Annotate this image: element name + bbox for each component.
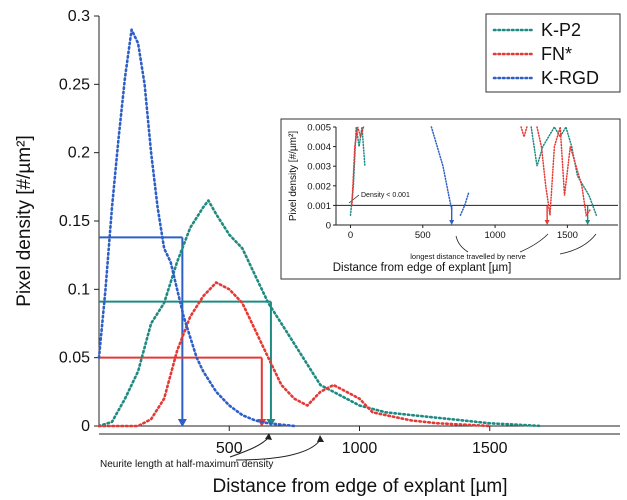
main-y-tick-label: 0.25 [59, 76, 90, 93]
inset-y-tick-label: 0.003 [307, 162, 331, 173]
inset-y-tick-label: 0 [326, 221, 331, 232]
main-y-tick-label: 0.05 [59, 350, 90, 367]
main-plot: 0 0.05 0.1 0.15 0.2 0.25 0.3 500 1000 1500 Dista… [14, 8, 620, 497]
inset-series-k-rgd-segment [430, 126, 453, 211]
inset-x-tick-label: 0 [348, 230, 353, 241]
inset-annotation: longest distance travelled by nerve [410, 252, 526, 261]
main-x-ticks: 500 1000 1500 [216, 426, 508, 457]
inset-y-tick-label: 0.005 [307, 123, 331, 134]
inset-annotation-arrow-left [455, 235, 469, 253]
main-series-lines [97, 28, 544, 428]
series-line-k-p2 [97, 199, 544, 428]
inset-threshold-arrow [348, 194, 360, 204]
inset-series-lines [349, 125, 598, 218]
annotation-arrowhead-2 [317, 435, 324, 442]
legend-label-k-p2: K-P2 [541, 20, 581, 40]
main-x-axis-label: Distance from edge of explant [µm] [212, 476, 507, 497]
inset-y-ticks: 0 0.001 0.002 0.003 0.004 0.005 [307, 123, 336, 232]
series-line-k-rgd [97, 28, 296, 428]
main-y-axis-label: Pixel density [#/µm²] [14, 135, 35, 306]
main-x-tick-label: 500 [216, 440, 243, 457]
main-x-tick-label: 1000 [342, 440, 378, 457]
inset-series-fn-segment [536, 126, 592, 218]
main-y-ticks: 0 0.05 0.1 0.15 0.2 0.25 0.3 [59, 8, 99, 435]
inset-y-tick-label: 0.001 [307, 201, 331, 212]
inset-x-ticks: 0 500 1000 1500 [348, 225, 578, 241]
inset-marker-arrow-k-rgd [449, 220, 455, 225]
inset-marker-arrow-k-p2 [585, 220, 591, 225]
annotation-arrow-2 [235, 439, 321, 461]
inset-annotation-arrow-mid [519, 233, 549, 253]
half-max-annotation: Neurite length at half-maximum density [100, 459, 273, 470]
main-y-tick-label: 0.3 [68, 8, 90, 25]
inset-x-tick-label: 500 [415, 230, 431, 241]
main-y-tick-label: 0.2 [68, 145, 90, 162]
inset-series-k-rgd-segment [459, 190, 470, 216]
inset-x-axis-label: Distance from edge of explant [µm] [333, 262, 512, 274]
main-y-tick-label: 0.15 [59, 213, 90, 230]
main-y-tick-label: 0 [81, 418, 90, 435]
annotation-arrowhead [265, 433, 272, 440]
inset-frame [280, 118, 621, 280]
main-x-tick-label: 1500 [472, 440, 508, 457]
inset-y-tick-label: 0.004 [307, 142, 331, 153]
inset-series-fn-segment [351, 126, 365, 207]
legend: K-P2 FN* K-RGD [485, 13, 621, 93]
inset-x-tick-label: 1500 [557, 230, 578, 241]
series-line-fn [97, 281, 492, 428]
legend-label-fn: FN* [541, 44, 572, 64]
inset-annotation-arrow-right [559, 233, 597, 255]
inset-markers [449, 205, 591, 225]
main-y-tick-label: 0.1 [68, 281, 90, 298]
inset-marker-arrow-fn [544, 220, 550, 225]
inset-x-tick-label: 1000 [485, 230, 506, 241]
inset-y-tick-label: 0.002 [307, 181, 331, 192]
legend-label-k-rgd: K-RGD [541, 68, 599, 88]
inset-y-axis-label: Pixel density [#/µm²] [288, 131, 299, 221]
half-max-arrow-k-rgd [177, 419, 187, 427]
inset-threshold-label: Density < 0.001 [361, 192, 410, 199]
inset-series-fn-segment [520, 126, 528, 140]
